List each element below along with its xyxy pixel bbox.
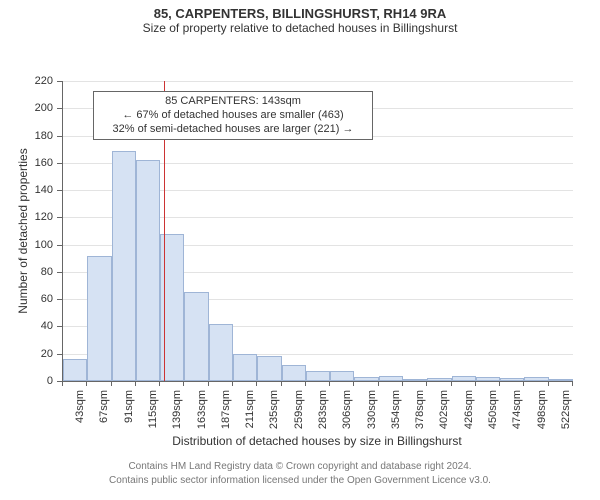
x-tick-label: 522sqm: [560, 390, 572, 438]
x-tick: [281, 381, 282, 386]
x-tick-label: 67sqm: [98, 390, 110, 438]
histogram-bar: [87, 256, 111, 381]
x-tick: [62, 381, 63, 386]
y-tick-label: 220: [0, 75, 53, 87]
histogram-plot: 85 CARPENTERS: 143sqm← 67% of detached h…: [62, 81, 573, 382]
histogram-bar: [549, 379, 573, 381]
x-tick-label: 498sqm: [536, 390, 548, 438]
histogram-bar: [63, 359, 87, 381]
histogram-bar: [427, 378, 451, 381]
chart-area: 85 CARPENTERS: 143sqm← 67% of detached h…: [0, 77, 600, 455]
y-tick-label: 0: [0, 375, 53, 387]
x-tick-label: 402sqm: [438, 390, 450, 438]
y-tick: [57, 299, 62, 300]
histogram-bar: [330, 371, 354, 381]
x-tick-label: 354sqm: [390, 390, 402, 438]
y-tick: [57, 245, 62, 246]
histogram-bar: [403, 379, 427, 381]
annotation-line: 32% of semi-detached houses are larger (…: [98, 123, 368, 137]
annotation-line: ← 67% of detached houses are smaller (46…: [98, 109, 368, 123]
x-tick: [572, 381, 573, 386]
x-tick: [159, 381, 160, 386]
gridline: [63, 81, 573, 82]
x-tick: [378, 381, 379, 386]
x-tick: [426, 381, 427, 386]
x-tick: [232, 381, 233, 386]
histogram-bar: [136, 160, 160, 381]
x-tick: [523, 381, 524, 386]
x-tick: [86, 381, 87, 386]
y-tick: [57, 217, 62, 218]
histogram-bar: [500, 378, 524, 381]
annotation-box: 85 CARPENTERS: 143sqm← 67% of detached h…: [93, 91, 373, 140]
y-tick: [57, 190, 62, 191]
x-tick: [329, 381, 330, 386]
histogram-bar: [524, 377, 548, 381]
y-tick-label: 140: [0, 184, 53, 196]
y-tick: [57, 354, 62, 355]
x-tick-label: 259sqm: [293, 390, 305, 438]
histogram-bar: [476, 377, 500, 381]
x-tick: [135, 381, 136, 386]
x-tick: [353, 381, 354, 386]
y-tick-label: 200: [0, 102, 53, 114]
histogram-bar: [306, 371, 330, 381]
y-tick-label: 120: [0, 211, 53, 223]
x-tick-label: 115sqm: [147, 390, 159, 438]
x-tick: [548, 381, 549, 386]
x-tick-label: 163sqm: [196, 390, 208, 438]
y-tick-label: 60: [0, 293, 53, 305]
histogram-bar: [112, 151, 136, 381]
x-tick: [402, 381, 403, 386]
x-tick: [305, 381, 306, 386]
x-tick-label: 426sqm: [463, 390, 475, 438]
x-tick-label: 43sqm: [74, 390, 86, 438]
histogram-bar: [257, 356, 281, 381]
y-tick: [57, 326, 62, 327]
footer-line-2: Contains public sector information licen…: [0, 474, 600, 487]
x-tick-label: 139sqm: [171, 390, 183, 438]
x-tick: [256, 381, 257, 386]
x-tick: [451, 381, 452, 386]
x-tick-label: 211sqm: [244, 390, 256, 438]
histogram-bar: [379, 376, 403, 381]
y-tick: [57, 272, 62, 273]
x-tick: [475, 381, 476, 386]
x-tick-label: 378sqm: [414, 390, 426, 438]
x-tick: [111, 381, 112, 386]
page-title-subtitle: Size of property relative to detached ho…: [0, 21, 600, 35]
x-tick-label: 283sqm: [317, 390, 329, 438]
y-tick: [57, 108, 62, 109]
histogram-bar: [282, 365, 306, 381]
x-tick: [208, 381, 209, 386]
histogram-bar: [452, 376, 476, 381]
x-tick-label: 187sqm: [220, 390, 232, 438]
x-tick-label: 235sqm: [268, 390, 280, 438]
x-tick: [183, 381, 184, 386]
x-tick-label: 474sqm: [511, 390, 523, 438]
y-tick: [57, 163, 62, 164]
histogram-bar: [184, 292, 208, 381]
histogram-bar: [233, 354, 257, 381]
x-tick-label: 330sqm: [366, 390, 378, 438]
x-tick-label: 91sqm: [123, 390, 135, 438]
y-tick-label: 160: [0, 157, 53, 169]
y-tick: [57, 81, 62, 82]
x-tick-label: 450sqm: [487, 390, 499, 438]
histogram-bar: [354, 377, 378, 381]
annotation-line: 85 CARPENTERS: 143sqm: [98, 95, 368, 109]
y-tick-label: 20: [0, 348, 53, 360]
y-tick-label: 100: [0, 239, 53, 251]
page-title-address: 85, CARPENTERS, BILLINGSHURST, RH14 9RA: [0, 6, 600, 21]
y-tick-label: 40: [0, 320, 53, 332]
x-tick-label: 306sqm: [341, 390, 353, 438]
y-tick: [57, 136, 62, 137]
footer-line-1: Contains HM Land Registry data © Crown c…: [0, 460, 600, 473]
y-tick-label: 80: [0, 266, 53, 278]
x-tick: [499, 381, 500, 386]
histogram-bar: [209, 324, 233, 381]
y-tick-label: 180: [0, 130, 53, 142]
